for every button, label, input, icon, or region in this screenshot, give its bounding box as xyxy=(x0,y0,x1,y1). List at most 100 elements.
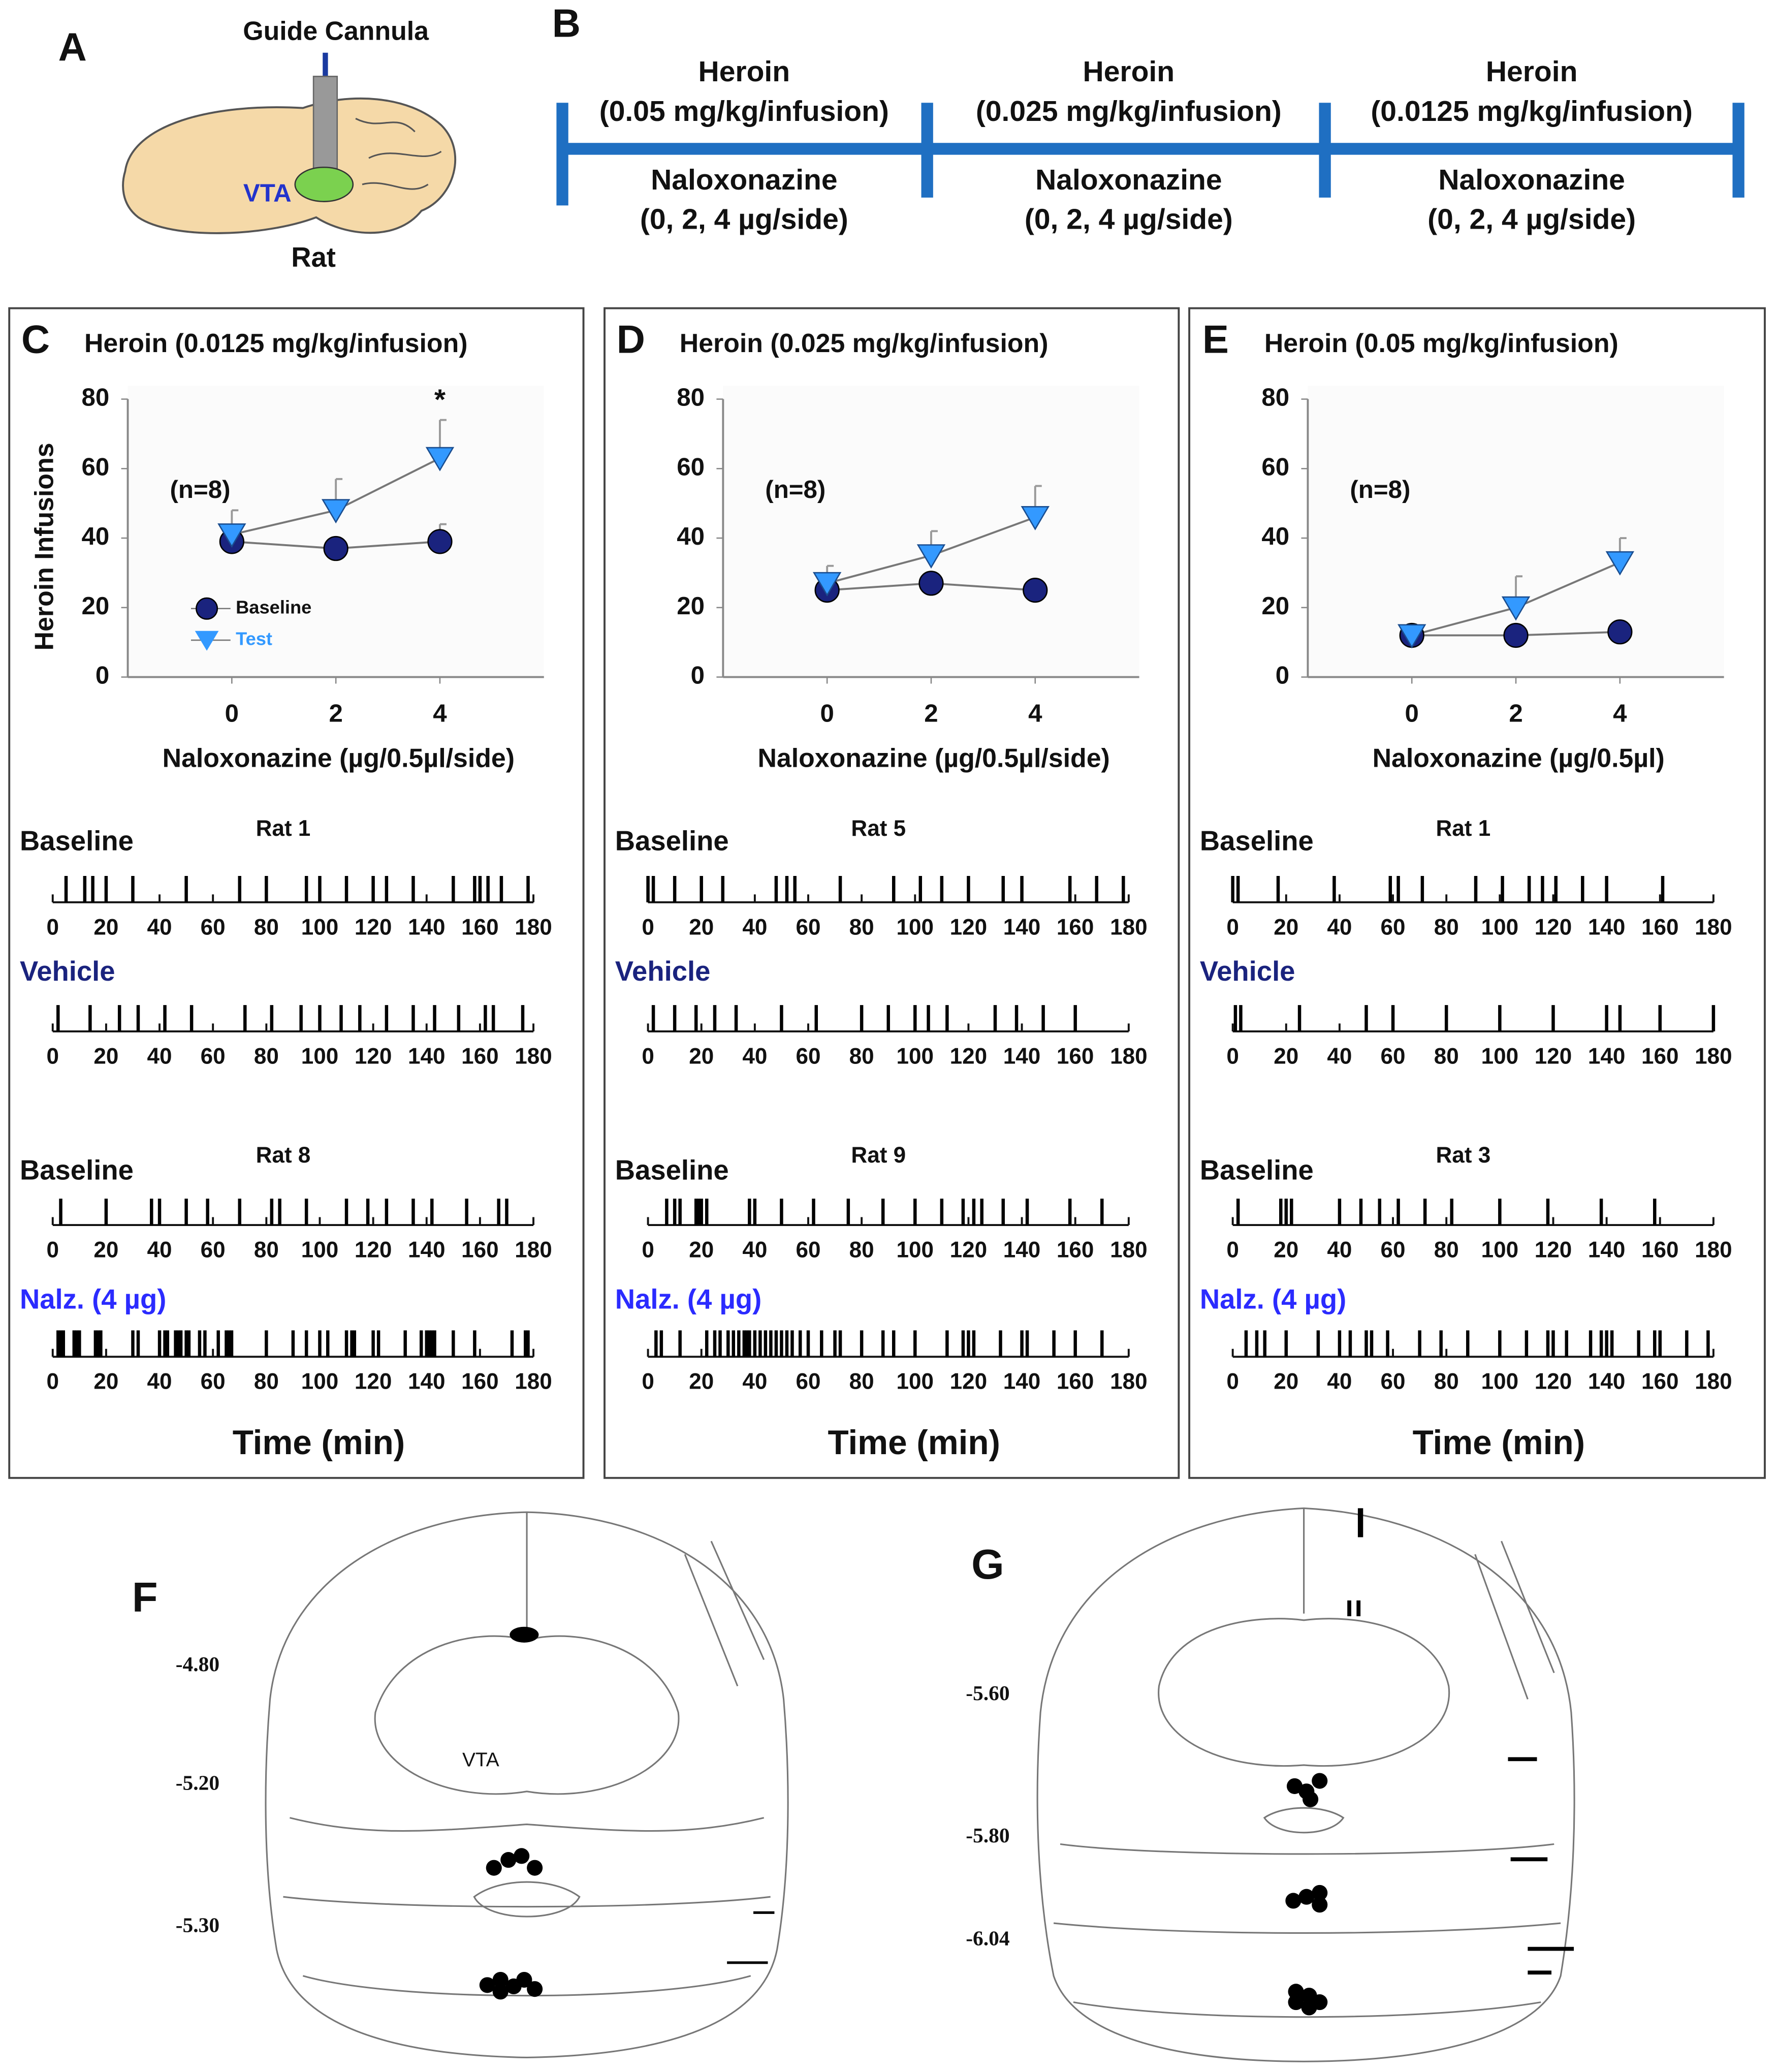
annotation: (n=8) xyxy=(1350,476,1410,504)
raster-tick-label: 140 xyxy=(1003,1369,1041,1394)
y-tick-label: 60 xyxy=(81,453,109,481)
y-tick-label: 20 xyxy=(1261,592,1289,620)
y-axis-label: Heroin Infusions xyxy=(29,443,58,650)
raster-tick-label: 160 xyxy=(1641,915,1679,939)
raster-tick-label: 140 xyxy=(1003,915,1041,939)
raster-tick-label: 160 xyxy=(1641,1044,1679,1069)
raster-tick-label: 120 xyxy=(355,1238,392,1263)
panel-letter: G xyxy=(971,1541,1004,1588)
raster-tick-label: 120 xyxy=(950,915,988,939)
x-tick-label: 2 xyxy=(1509,700,1522,728)
raster-tick-label: 0 xyxy=(1226,1044,1239,1069)
legend-label: Baseline xyxy=(236,597,311,617)
row-label: Baseline xyxy=(20,1155,134,1186)
y-tick-label: 80 xyxy=(81,384,109,412)
raster-tick-label: 0 xyxy=(1226,1238,1239,1263)
rat-label: Rat 9 xyxy=(851,1143,906,1168)
row-label: Vehicle xyxy=(20,956,115,987)
row-label: Vehicle xyxy=(615,956,711,987)
raster-tick-label: 100 xyxy=(1481,915,1519,939)
panel-box xyxy=(604,307,1180,1479)
panel-letter: F xyxy=(132,1574,158,1621)
raster-tick-label: 60 xyxy=(1381,1369,1406,1394)
raster-tick-label: 140 xyxy=(1003,1044,1041,1069)
marker-circle xyxy=(1023,577,1048,603)
y-tick-label: 20 xyxy=(81,592,109,620)
y-tick-label: 0 xyxy=(96,662,109,689)
drug-label: Heroin xyxy=(698,55,790,88)
raster-tick-label: 80 xyxy=(254,1369,279,1394)
y-tick-label: 0 xyxy=(691,662,705,689)
raster-tick-label: 100 xyxy=(301,915,339,939)
x-tick-label: 4 xyxy=(433,700,447,728)
x-tick-label: 2 xyxy=(924,700,938,728)
raster-tick-label: 160 xyxy=(461,1369,499,1394)
phase-labels: Heroin (0.05 mg/kg/infusion) Naloxonazine (… xyxy=(599,55,1693,235)
raster-tick-label: 120 xyxy=(950,1044,988,1069)
raster-tick-label: 120 xyxy=(355,1044,392,1069)
vta-label: VTA xyxy=(462,1749,499,1771)
raster-tick-label: 0 xyxy=(1226,915,1239,939)
raster-tick-label: 160 xyxy=(1641,1238,1679,1263)
raster-tick-label: 100 xyxy=(897,1044,934,1069)
raster-tick-label: 40 xyxy=(1327,915,1352,939)
raster-tick-label: 140 xyxy=(1588,1238,1626,1263)
raster-tick-label: 180 xyxy=(1110,1044,1148,1069)
raster-tick-label: 40 xyxy=(147,1044,172,1069)
raster-tick-label: 180 xyxy=(1695,915,1732,939)
x-tick-label: 4 xyxy=(1613,700,1627,728)
raster-tick-label: 80 xyxy=(254,1238,279,1263)
raster-tick-label: 180 xyxy=(1110,1369,1148,1394)
x-tick-label: 0 xyxy=(1405,700,1419,728)
marker-triangle xyxy=(1605,551,1635,576)
raster-tick-label: 160 xyxy=(461,915,499,939)
x-tick-label: 2 xyxy=(329,700,342,728)
raster-tick-label: 80 xyxy=(849,915,874,939)
raster-tick-label: 0 xyxy=(642,1369,654,1394)
dose-label: (0.05 mg/kg/infusion) xyxy=(599,95,889,128)
row-label: Baseline xyxy=(615,826,729,857)
raster-tick-label: 180 xyxy=(1695,1369,1732,1394)
raster-tick-label: 80 xyxy=(1434,1238,1459,1263)
raster-x-label: Time (min) xyxy=(233,1424,405,1462)
raster-tick-label: 120 xyxy=(1535,915,1572,939)
raster-tick-label: 180 xyxy=(1695,1044,1732,1069)
rat-label: Rat 1 xyxy=(256,816,311,841)
raster-tick-label: 0 xyxy=(1226,1369,1239,1394)
cannula-label: Guide Cannula xyxy=(243,16,429,45)
x-tick-label: 4 xyxy=(1028,700,1042,728)
x-axis-label: Naloxonazine (µg/0.5µl/side) xyxy=(757,743,1109,773)
y-tick-label: 80 xyxy=(1261,384,1289,412)
raster-tick-label: 180 xyxy=(515,1238,552,1263)
marker-triangle xyxy=(916,544,946,569)
raster-tick-label: 80 xyxy=(254,915,279,939)
raster-tick-label: 80 xyxy=(1434,1044,1459,1069)
raster-tick-label: 20 xyxy=(93,1044,118,1069)
rat-label: Rat 1 xyxy=(1436,816,1490,841)
raster-tick-label: 0 xyxy=(642,915,654,939)
marker-triangle xyxy=(321,499,351,524)
x-tick-label: 0 xyxy=(225,700,239,728)
raster-tick-label: 160 xyxy=(1641,1369,1679,1394)
marker-circle xyxy=(918,571,944,596)
placement-marks xyxy=(1285,1508,1574,2016)
legend-label: Test xyxy=(236,629,272,649)
raster-tick-label: 40 xyxy=(742,1369,767,1394)
row-label: Baseline xyxy=(1200,826,1314,857)
significance-mark: * xyxy=(434,383,446,416)
x-axis-label: Naloxonazine (µg/0.5µl/side) xyxy=(163,743,515,773)
raster-tick-label: 160 xyxy=(1057,1238,1094,1263)
raster-tick-label: 60 xyxy=(201,1369,226,1394)
annotation: (n=8) xyxy=(765,476,826,504)
raster-tick-label: 60 xyxy=(796,1369,820,1394)
raster-tick-label: 60 xyxy=(201,1238,226,1263)
marker-triangle xyxy=(425,447,455,472)
level-label: -5.30 xyxy=(176,1913,219,1936)
raster-tick-label: 140 xyxy=(408,1044,446,1069)
raster-x-label: Time (min) xyxy=(828,1424,1001,1462)
row-label: Nalz. (4 µg) xyxy=(615,1284,761,1315)
row-label: Nalz. (4 µg) xyxy=(1200,1284,1346,1315)
marker-circle xyxy=(323,536,348,561)
